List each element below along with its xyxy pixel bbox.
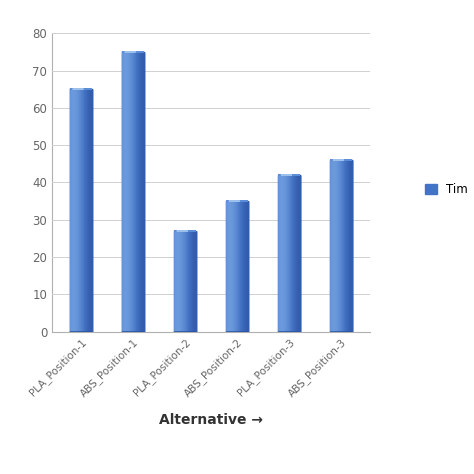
Legend: Tim: Tim	[425, 183, 468, 196]
X-axis label: Alternative →: Alternative →	[159, 413, 263, 427]
